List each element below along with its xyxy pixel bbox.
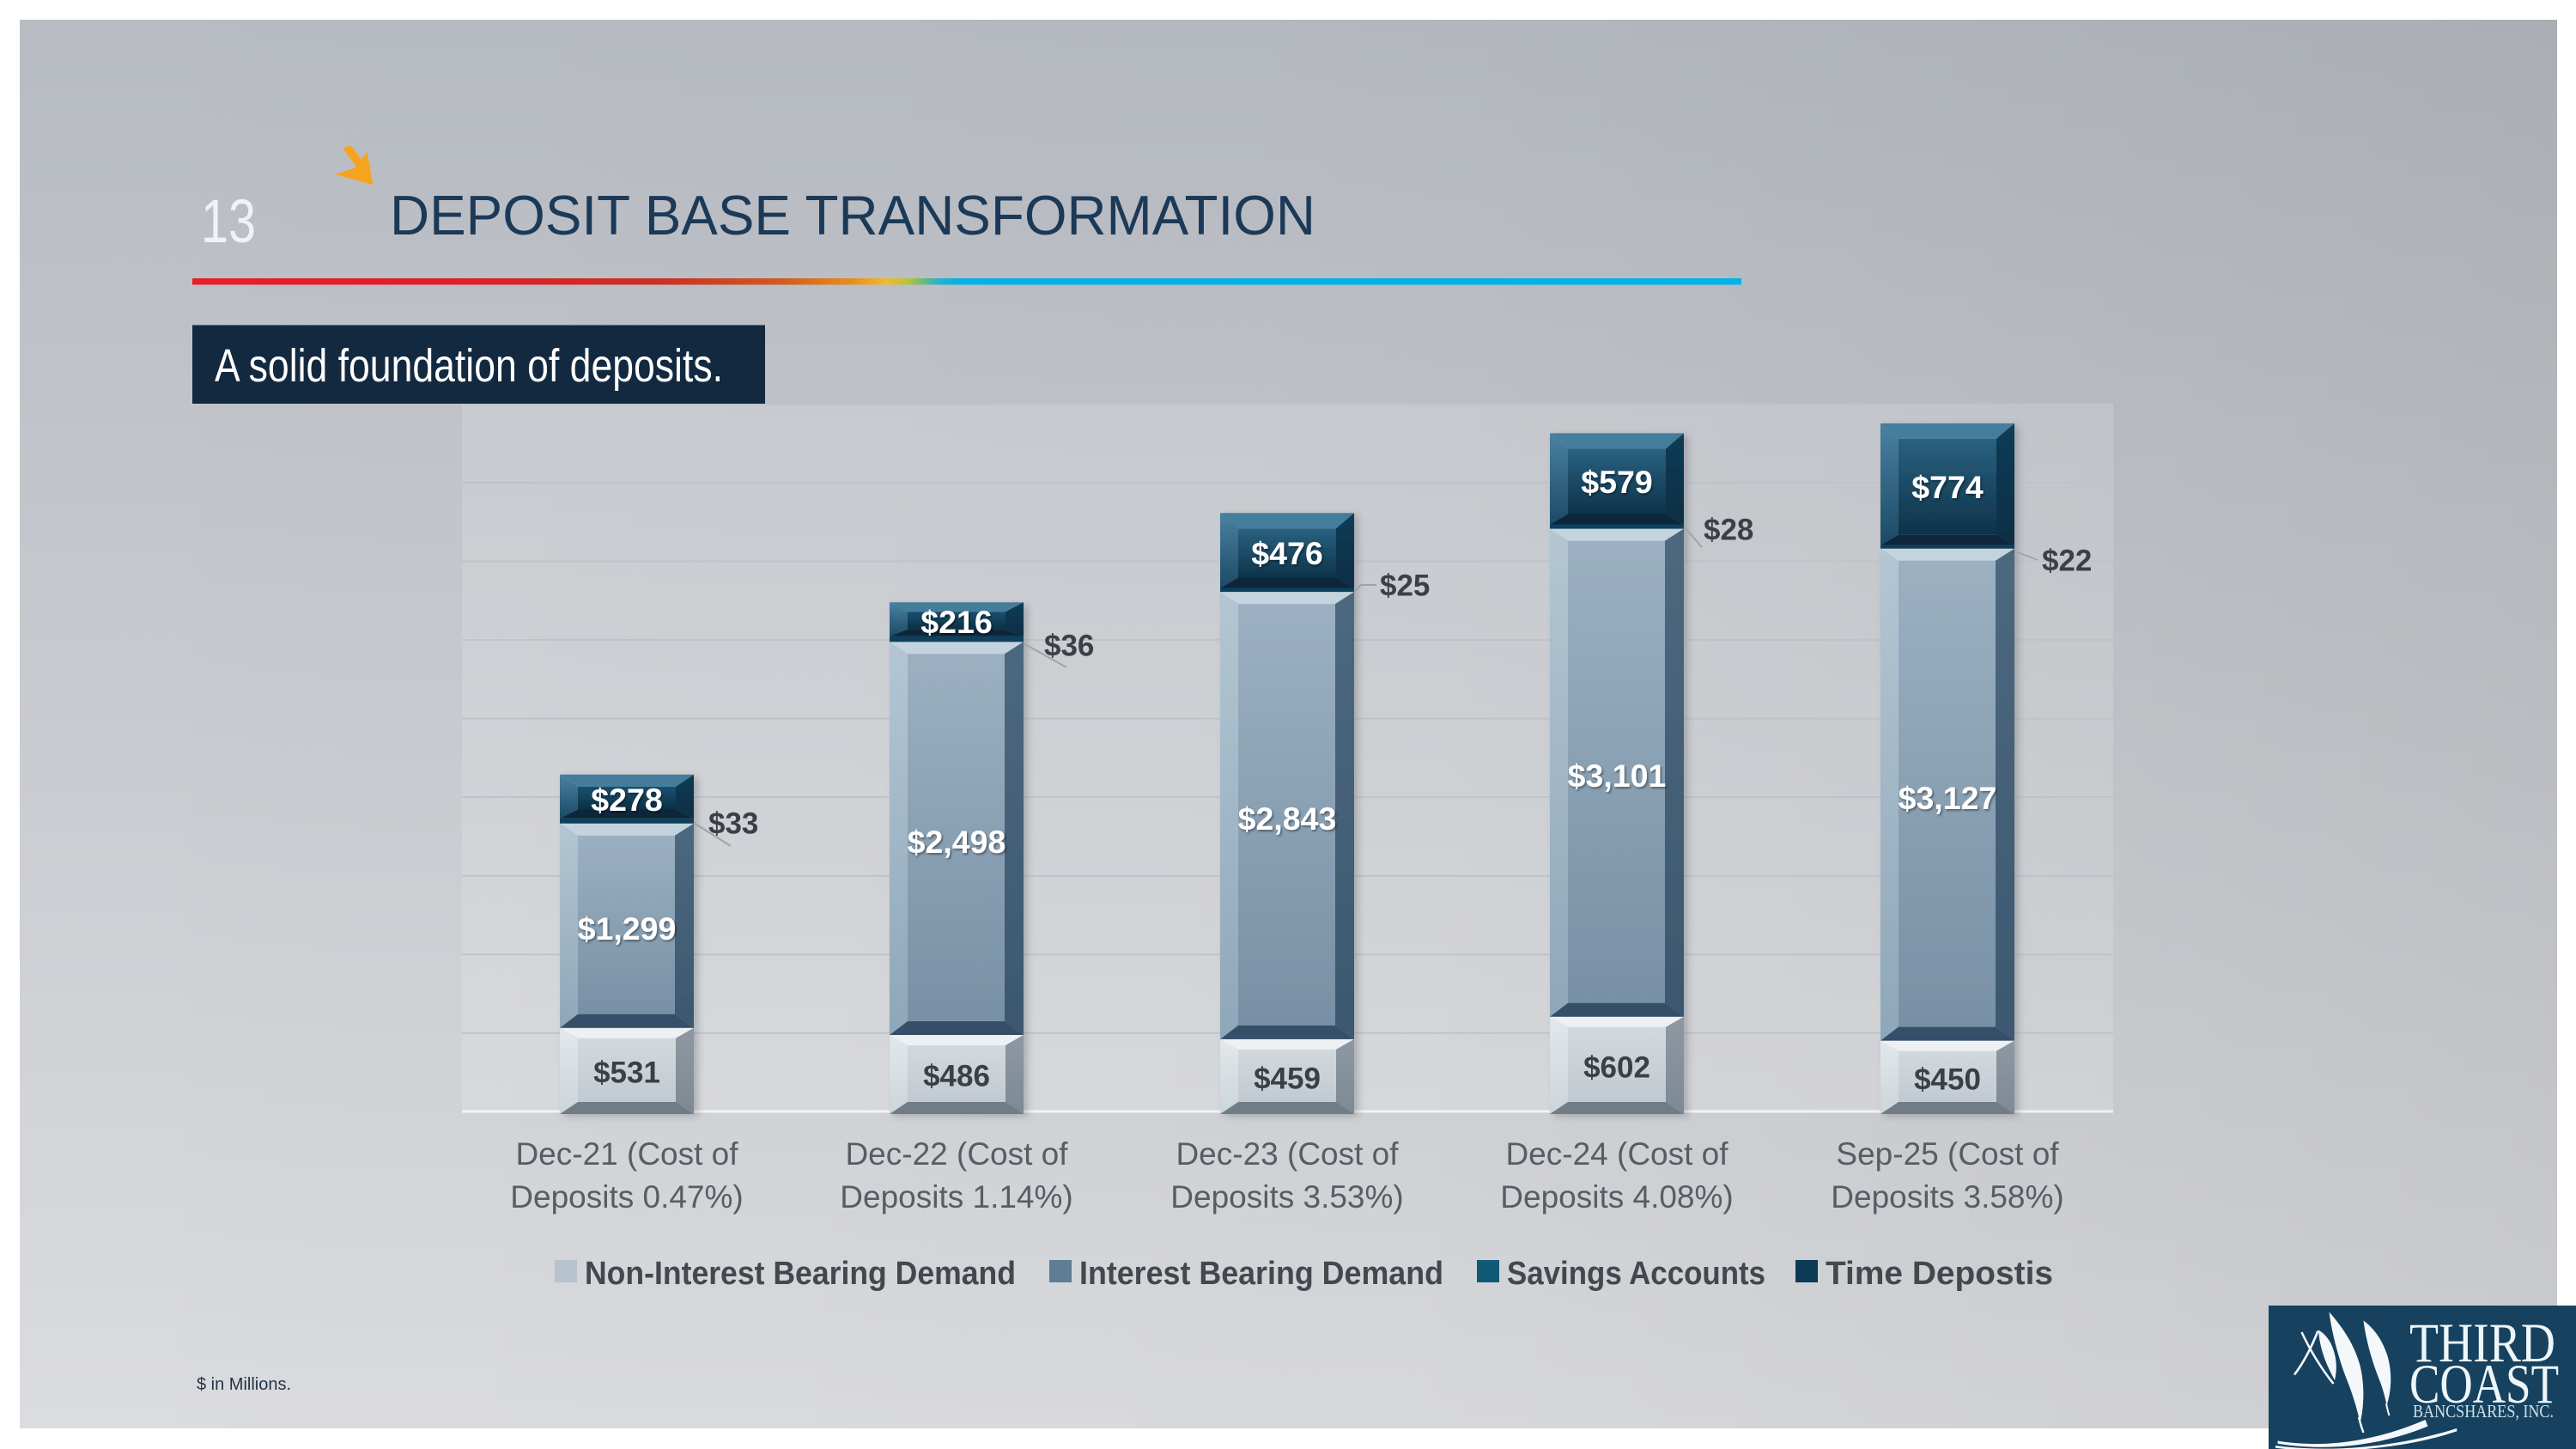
svg-text:Dec-22 (Cost of: Dec-22 (Cost of bbox=[845, 1136, 1068, 1172]
svg-text:Sep-25 (Cost of: Sep-25 (Cost of bbox=[1836, 1136, 2059, 1172]
svg-text:A solid foundation of deposits: A solid foundation of deposits. bbox=[215, 340, 723, 392]
svg-text:BANCSHARES, INC.: BANCSHARES, INC. bbox=[2413, 1401, 2554, 1422]
svg-text:Interest Bearing Demand: Interest Bearing Demand bbox=[1079, 1256, 1443, 1292]
svg-text:Time Depostis: Time Depostis bbox=[1826, 1256, 2053, 1292]
svg-text:Deposits 3.53%): Deposits 3.53%) bbox=[1170, 1179, 1403, 1215]
svg-text:Savings Accounts: Savings Accounts bbox=[1507, 1256, 1765, 1292]
svg-text:$774: $774 bbox=[1911, 469, 1984, 505]
svg-text:$216: $216 bbox=[920, 604, 992, 640]
svg-text:$3,101: $3,101 bbox=[1568, 758, 1667, 794]
svg-text:$486: $486 bbox=[923, 1060, 990, 1093]
svg-text:$25: $25 bbox=[1380, 569, 1430, 603]
svg-text:Dec-24 (Cost of: Dec-24 (Cost of bbox=[1505, 1136, 1728, 1172]
svg-text:$ in Millions.: $ in Millions. bbox=[197, 1375, 291, 1394]
svg-text:$22: $22 bbox=[2042, 545, 2092, 578]
svg-text:$579: $579 bbox=[1581, 464, 1652, 500]
svg-text:13: 13 bbox=[201, 188, 256, 256]
svg-text:Deposits 3.58%): Deposits 3.58%) bbox=[1831, 1179, 2063, 1215]
svg-text:THIRD: THIRD bbox=[2409, 1312, 2555, 1374]
svg-text:Non-Interest Bearing Demand: Non-Interest Bearing Demand bbox=[585, 1256, 1016, 1292]
svg-text:$36: $36 bbox=[1044, 630, 1094, 663]
svg-text:Dec-21 (Cost of: Dec-21 (Cost of bbox=[515, 1136, 738, 1172]
svg-text:$28: $28 bbox=[1704, 514, 1753, 547]
svg-text:$531: $531 bbox=[593, 1056, 660, 1090]
svg-text:$278: $278 bbox=[591, 782, 662, 818]
svg-text:$33: $33 bbox=[708, 807, 758, 841]
svg-text:$602: $602 bbox=[1583, 1051, 1650, 1085]
svg-text:$459: $459 bbox=[1254, 1062, 1321, 1096]
svg-text:DEPOSIT BASE TRANSFORMATION: DEPOSIT BASE TRANSFORMATION bbox=[390, 184, 1315, 247]
svg-text:Deposits 4.08%): Deposits 4.08%) bbox=[1500, 1179, 1733, 1215]
svg-text:$2,498: $2,498 bbox=[908, 824, 1006, 860]
svg-text:Deposits 0.47%): Deposits 0.47%) bbox=[510, 1179, 743, 1215]
svg-text:$1,299: $1,299 bbox=[578, 910, 677, 947]
svg-text:Deposits 1.14%): Deposits 1.14%) bbox=[840, 1179, 1072, 1215]
svg-text:$476: $476 bbox=[1251, 535, 1322, 571]
svg-text:COAST: COAST bbox=[2409, 1354, 2559, 1416]
svg-text:$3,127: $3,127 bbox=[1899, 780, 1997, 816]
svg-text:$450: $450 bbox=[1914, 1063, 1981, 1097]
svg-text:Dec-23 (Cost of: Dec-23 (Cost of bbox=[1176, 1136, 1399, 1172]
svg-text:$2,843: $2,843 bbox=[1238, 801, 1337, 837]
